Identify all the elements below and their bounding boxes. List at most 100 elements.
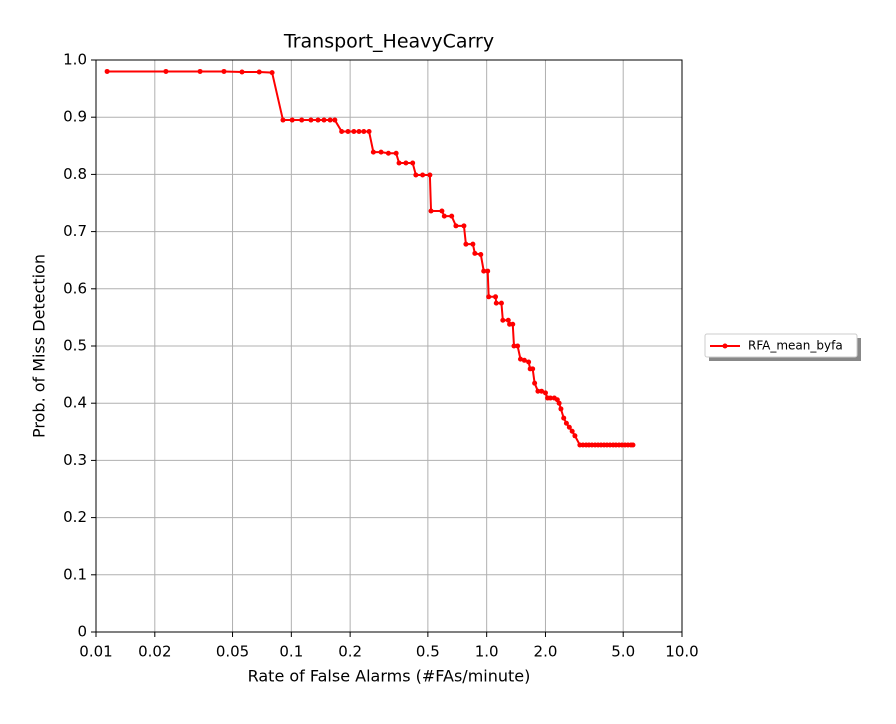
data-point <box>521 357 527 363</box>
y-axis-label: Prob. of Miss Detection <box>30 254 49 438</box>
data-point <box>197 68 203 74</box>
data-point <box>493 300 499 306</box>
y-tick-label: 0.8 <box>63 165 87 183</box>
data-point <box>428 208 434 214</box>
y-tick-label: 0.4 <box>63 394 87 412</box>
data-point <box>356 129 362 134</box>
data-point <box>547 395 553 401</box>
x-tick-label: 1.0 <box>475 643 499 661</box>
data-point <box>378 149 384 155</box>
data-point <box>315 117 321 123</box>
y-tick-label: 0.6 <box>63 279 87 297</box>
data-point <box>505 317 511 323</box>
y-tick-label: 0.1 <box>63 565 87 583</box>
data-point <box>472 250 478 256</box>
data-point <box>463 241 469 247</box>
data-point <box>515 343 521 349</box>
data-point <box>321 117 327 123</box>
data-point <box>351 129 357 134</box>
data-point <box>361 129 367 134</box>
data-point <box>327 117 333 123</box>
data-point <box>498 300 504 306</box>
data-point <box>221 68 227 74</box>
data-point <box>308 117 314 123</box>
data-point <box>510 321 516 327</box>
data-point <box>481 268 487 274</box>
data-point <box>556 400 562 406</box>
data-point <box>542 390 548 396</box>
y-tick-label: 0.7 <box>63 222 87 240</box>
x-tick-label: 0.2 <box>338 643 362 661</box>
data-point <box>572 433 578 439</box>
data-point <box>280 117 286 123</box>
data-point <box>256 69 262 75</box>
data-point <box>485 268 491 274</box>
data-point <box>561 415 567 421</box>
data-point <box>427 172 433 178</box>
data-point <box>630 442 636 448</box>
data-point <box>413 172 419 178</box>
data-point <box>345 129 351 134</box>
legend-box <box>704 333 858 358</box>
x-tick-label: 0.5 <box>416 643 440 661</box>
data-point <box>461 223 467 229</box>
y-tick-label: 0.3 <box>63 451 87 469</box>
data-point <box>539 388 545 394</box>
data-point <box>470 241 476 247</box>
x-tick-label: 10.0 <box>665 643 698 661</box>
x-tick-label: 0.05 <box>216 643 249 661</box>
x-tick-label: 0.02 <box>138 643 171 661</box>
data-point <box>269 70 275 76</box>
data-point <box>535 388 541 394</box>
plot-frame <box>95 59 683 633</box>
data-point <box>441 213 447 219</box>
data-point <box>366 129 372 134</box>
data-point <box>526 359 532 365</box>
data-point <box>449 213 455 219</box>
data-point <box>410 160 416 166</box>
x-tick-label: 0.01 <box>79 643 112 661</box>
legend-label: RFA_mean_byfa <box>748 339 843 353</box>
data-point <box>569 428 575 434</box>
y-tick-label: 0.2 <box>63 508 87 526</box>
data-point <box>403 160 409 166</box>
data-point <box>500 317 506 323</box>
data-line <box>107 70 633 446</box>
chart-title: Transport_HeavyCarry <box>283 31 494 53</box>
data-point <box>332 117 338 123</box>
data-point <box>530 366 536 372</box>
data-point <box>339 129 345 134</box>
x-tick-label: 2.0 <box>534 643 558 661</box>
data-point <box>511 343 517 349</box>
x-axis-label: Rate of False Alarms (#FAs/minute) <box>248 667 531 686</box>
data-point <box>486 294 492 300</box>
data-point <box>299 117 305 123</box>
data-point <box>493 294 499 300</box>
data-point <box>104 68 110 74</box>
data-point <box>566 424 572 430</box>
data-point <box>532 380 538 386</box>
data-point <box>239 69 245 75</box>
data-point <box>393 150 399 156</box>
data-point <box>558 406 564 412</box>
data-point <box>396 160 402 166</box>
data-point <box>163 68 169 74</box>
data-point <box>420 172 426 178</box>
y-tick-label: 0.5 <box>63 337 87 355</box>
x-tick-label: 0.1 <box>279 643 303 661</box>
data-point <box>517 356 523 362</box>
data-point <box>478 251 484 257</box>
x-tick-label: 5.0 <box>611 643 635 661</box>
data-point <box>370 149 376 155</box>
data-point <box>385 150 391 156</box>
data-point <box>439 208 445 214</box>
data-point <box>289 117 295 123</box>
legend-marker <box>722 343 728 349</box>
y-tick-label: 1.0 <box>63 51 87 69</box>
y-tick-label: 0 <box>77 623 87 641</box>
data-point <box>563 420 569 426</box>
data-point <box>453 223 459 229</box>
y-tick-label: 0.9 <box>63 108 87 126</box>
